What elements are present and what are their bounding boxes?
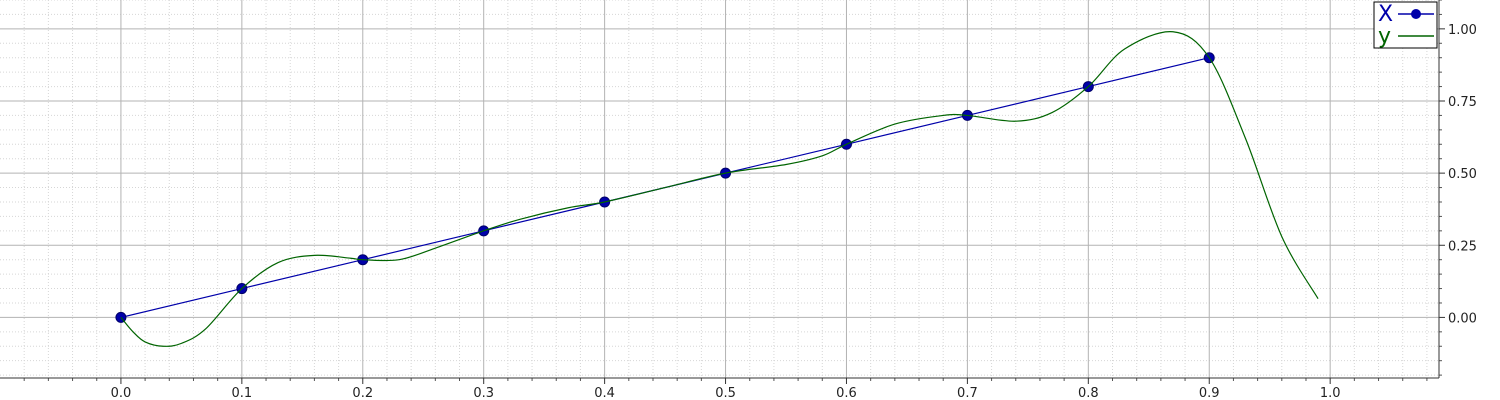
x-tick-labels: 0.0 0.1 0.2 0.3 0.4 0.5 0.6 0.7 0.8 0.9 1.0: [111, 386, 1341, 400]
plot-area: [115, 31, 1319, 347]
y-tick-labels: 0.00 0.25 0.50 0.75 1.00: [1448, 23, 1477, 327]
legend-label: y: [1378, 24, 1391, 49]
x-tick-label: 0.9: [1199, 386, 1220, 400]
y-tick-label: 1.00: [1448, 23, 1477, 38]
legend: Xy: [1373, 1, 1438, 49]
x-tick-label: 0.5: [715, 386, 736, 400]
series-line-y: [120, 31, 1319, 347]
x-tick-label: 0.0: [111, 386, 132, 400]
x-tick-label: 0.2: [352, 386, 373, 400]
x-tick-label: 0.1: [232, 386, 253, 400]
x-tick-label: 0.7: [957, 386, 978, 400]
x-tick-label: 0.3: [473, 386, 494, 400]
y-tick-label: 0.50: [1448, 167, 1477, 182]
legend-label: X: [1378, 2, 1393, 27]
y-tick-label: 0.25: [1448, 239, 1477, 254]
y-tick-label: 0.00: [1448, 311, 1477, 326]
x-tick-label: 0.6: [836, 386, 857, 400]
legend-swatch-marker: [1411, 9, 1421, 19]
x-tick-label: 1.0: [1320, 386, 1341, 400]
axes: [0, 0, 1445, 384]
x-tick-label: 0.4: [594, 386, 615, 400]
y-tick-label: 0.75: [1448, 95, 1477, 110]
minor-grid: [0, 0, 1439, 378]
legend-box: [1373, 1, 1438, 49]
x-tick-label: 0.8: [1078, 386, 1099, 400]
